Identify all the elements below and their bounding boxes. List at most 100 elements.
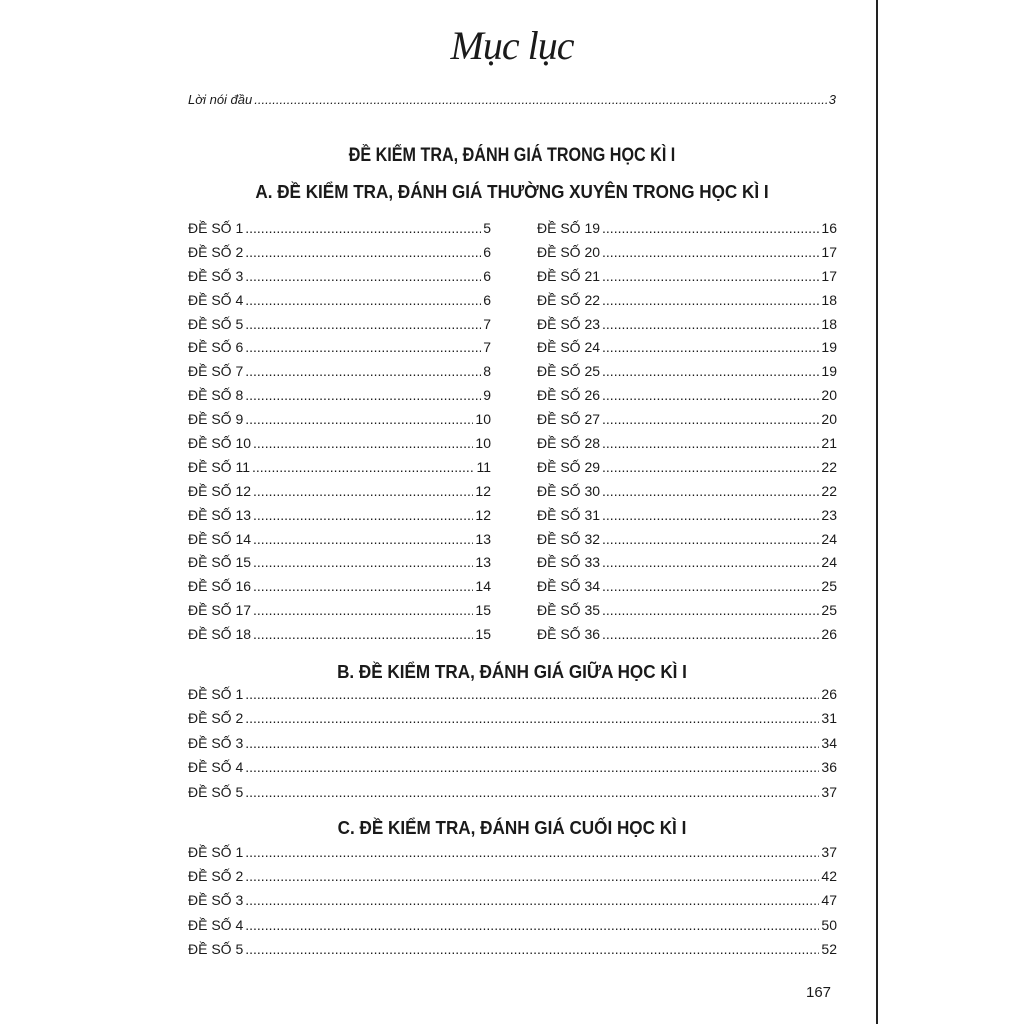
dot-leader bbox=[253, 435, 473, 451]
toc-entry-page: 22 bbox=[821, 482, 837, 499]
toc-entry[interactable]: ĐỀ SỐ 27 20 bbox=[537, 411, 837, 435]
toc-entry[interactable]: ĐỀ SỐ 4 36 bbox=[188, 759, 837, 783]
toc-entry[interactable]: ĐỀ SỐ 21 17 bbox=[537, 268, 837, 292]
toc-entry-label: ĐỀ SỐ 2 bbox=[188, 710, 244, 727]
section-a-heading: A. ĐỀ KIỂM TRA, ĐÁNH GIÁ THƯỜNG XUYÊN TR… bbox=[255, 182, 769, 202]
toc-entry-page: 6 bbox=[483, 243, 491, 260]
toc-entry[interactable]: ĐỀ SỐ 31 23 bbox=[537, 507, 837, 531]
page-number: 167 bbox=[806, 984, 832, 1001]
toc-entry[interactable]: ĐỀ SỐ 33 24 bbox=[537, 554, 837, 578]
toc-entry-page: 7 bbox=[483, 339, 491, 356]
dot-leader bbox=[245, 784, 819, 800]
dot-leader bbox=[602, 531, 819, 547]
toc-entry-page: 24 bbox=[821, 530, 837, 547]
toc-entry[interactable]: ĐỀ SỐ 16 14 bbox=[188, 578, 491, 602]
toc-entry-label: ĐỀ SỐ 22 bbox=[537, 291, 601, 308]
toc-entry[interactable]: ĐỀ SỐ 35 25 bbox=[537, 602, 837, 626]
toc-entry[interactable]: ĐỀ SỐ 22 18 bbox=[537, 292, 837, 316]
dot-leader bbox=[253, 531, 473, 547]
toc-entry-page: 18 bbox=[821, 315, 837, 332]
toc-entry-intro[interactable]: Lời nói đầu 3 bbox=[188, 92, 836, 107]
toc-entry[interactable]: ĐỀ SỐ 18 15 bbox=[188, 626, 491, 650]
dot-leader bbox=[245, 363, 481, 379]
toc-entry[interactable]: ĐỀ SỐ 1 26 bbox=[188, 686, 837, 710]
toc-entry[interactable]: ĐỀ SỐ 36 26 bbox=[537, 626, 837, 650]
toc-entry[interactable]: ĐỀ SỐ 2 31 bbox=[188, 710, 837, 734]
toc-entry-label: ĐỀ SỐ 32 bbox=[537, 530, 601, 547]
toc-entry-label: ĐỀ SỐ 9 bbox=[188, 411, 244, 428]
toc-entry[interactable]: ĐỀ SỐ 11 11 bbox=[188, 459, 491, 483]
toc-entry[interactable]: ĐỀ SỐ 32 24 bbox=[537, 531, 837, 555]
toc-entry-page: 37 bbox=[821, 783, 837, 800]
toc-entry[interactable]: ĐỀ SỐ 5 7 bbox=[188, 316, 491, 340]
toc-entry[interactable]: ĐỀ SỐ 5 37 bbox=[188, 784, 837, 808]
toc-entry-label: ĐỀ SỐ 2 bbox=[188, 868, 244, 885]
toc-entry[interactable]: ĐỀ SỐ 2 42 bbox=[188, 868, 837, 892]
toc-entry-label: ĐỀ SỐ 16 bbox=[188, 578, 252, 595]
toc-entry[interactable]: ĐỀ SỐ 4 50 bbox=[188, 917, 837, 941]
toc-entry[interactable]: ĐỀ SỐ 9 10 bbox=[188, 411, 491, 435]
dot-leader bbox=[602, 363, 819, 379]
dot-leader bbox=[602, 459, 819, 475]
toc-entry[interactable]: ĐỀ SỐ 24 19 bbox=[537, 339, 837, 363]
toc-entry-label: ĐỀ SỐ 26 bbox=[537, 387, 601, 404]
toc-entry[interactable]: ĐỀ SỐ 14 13 bbox=[188, 531, 491, 555]
dot-leader bbox=[245, 316, 481, 332]
toc-entry-page: 47 bbox=[821, 892, 837, 909]
toc-entry[interactable]: ĐỀ SỐ 5 52 bbox=[188, 941, 837, 965]
toc-entry-page: 11 bbox=[476, 458, 491, 475]
toc-entry[interactable]: ĐỀ SỐ 29 22 bbox=[537, 459, 837, 483]
toc-entry-page: 5 bbox=[483, 220, 491, 236]
toc-entry-page: 50 bbox=[821, 916, 837, 933]
toc-entry[interactable]: ĐỀ SỐ 26 20 bbox=[537, 387, 837, 411]
toc-entry[interactable]: ĐỀ SỐ 1 37 bbox=[188, 844, 837, 868]
toc-entry[interactable]: ĐỀ SỐ 19 16 bbox=[537, 220, 837, 244]
dot-leader bbox=[245, 268, 481, 284]
toc-entry-label: ĐỀ SỐ 35 bbox=[537, 602, 601, 619]
toc-entry[interactable]: ĐỀ SỐ 13 12 bbox=[188, 507, 491, 531]
toc-entry-label: ĐỀ SỐ 17 bbox=[188, 602, 252, 619]
toc-entry[interactable]: ĐỀ SỐ 3 6 bbox=[188, 268, 491, 292]
toc-entry[interactable]: ĐỀ SỐ 20 17 bbox=[537, 244, 837, 268]
toc-entry[interactable]: ĐỀ SỐ 15 13 bbox=[188, 554, 491, 578]
dot-leader bbox=[253, 626, 473, 642]
toc-entry-page: 10 bbox=[475, 411, 491, 428]
toc-entry-label: ĐỀ SỐ 19 bbox=[537, 220, 601, 236]
toc-entry[interactable]: ĐỀ SỐ 2 6 bbox=[188, 244, 491, 268]
dot-leader bbox=[602, 339, 819, 355]
dot-leader bbox=[602, 316, 819, 332]
toc-entry[interactable]: ĐỀ SỐ 3 34 bbox=[188, 735, 837, 759]
toc-entry[interactable]: ĐỀ SỐ 28 21 bbox=[537, 435, 837, 459]
toc-entry[interactable]: ĐỀ SỐ 30 22 bbox=[537, 483, 837, 507]
dot-leader bbox=[253, 554, 473, 570]
toc-entry-page: 26 bbox=[821, 626, 837, 643]
toc-entry-label: ĐỀ SỐ 4 bbox=[188, 759, 244, 776]
toc-entry[interactable]: ĐỀ SỐ 34 25 bbox=[537, 578, 837, 602]
toc-entry[interactable]: ĐỀ SỐ 1 5 bbox=[188, 220, 491, 244]
section-b-list: ĐỀ SỐ 126ĐỀ SỐ 231ĐỀ SỐ 334ĐỀ SỐ 436ĐỀ S… bbox=[188, 686, 837, 808]
dot-leader bbox=[254, 92, 827, 107]
dot-leader bbox=[245, 220, 481, 236]
dot-leader bbox=[245, 941, 819, 957]
dot-leader bbox=[602, 220, 819, 236]
toc-entry[interactable]: ĐỀ SỐ 7 8 bbox=[188, 363, 491, 387]
toc-entry[interactable]: ĐỀ SỐ 3 47 bbox=[188, 892, 837, 916]
toc-entry-label: ĐỀ SỐ 15 bbox=[188, 554, 252, 571]
toc-entry[interactable]: ĐỀ SỐ 6 7 bbox=[188, 339, 491, 363]
toc-entry[interactable]: ĐỀ SỐ 17 15 bbox=[188, 602, 491, 626]
dot-leader bbox=[602, 507, 819, 523]
toc-entry-page: 36 bbox=[821, 759, 837, 776]
toc-entry[interactable]: ĐỀ SỐ 12 12 bbox=[188, 483, 491, 507]
toc-entry[interactable]: ĐỀ SỐ 4 6 bbox=[188, 292, 491, 316]
toc-entry[interactable]: ĐỀ SỐ 23 18 bbox=[537, 316, 837, 340]
toc-entry[interactable]: ĐỀ SỐ 10 10 bbox=[188, 435, 491, 459]
dot-leader bbox=[252, 459, 474, 475]
page-title: Mục lục bbox=[450, 23, 575, 68]
dot-leader bbox=[253, 578, 473, 594]
toc-entry[interactable]: ĐỀ SỐ 8 9 bbox=[188, 387, 491, 411]
toc-entry[interactable]: ĐỀ SỐ 25 19 bbox=[537, 363, 837, 387]
toc-entry-label: ĐỀ SỐ 18 bbox=[188, 626, 252, 643]
toc-entry-page: 9 bbox=[483, 387, 491, 404]
toc-entry-page: 6 bbox=[483, 291, 491, 308]
